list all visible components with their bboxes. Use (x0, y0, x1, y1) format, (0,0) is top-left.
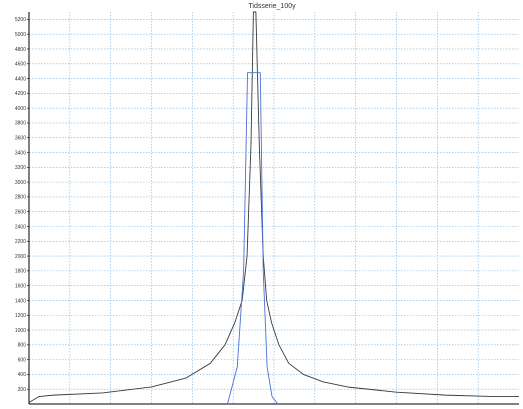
y-tick-label: 1800 (15, 269, 26, 275)
y-tick-label: 5200 (15, 17, 26, 23)
series-line-2 (227, 72, 279, 405)
grid (29, 12, 519, 404)
y-axis-ticks: 200 400 600 800 1000 1200 1400 1600 1800 2000 2200… (15, 17, 29, 393)
chart-title: Tidsserie_100y (248, 3, 296, 10)
y-tick-label: 3200 (15, 165, 26, 171)
y-tick-label: 600 (18, 357, 27, 363)
y-tick-label: 3800 (15, 121, 26, 127)
y-tick-label: 4600 (15, 62, 26, 68)
y-tick-label: 1400 (15, 298, 26, 304)
y-tick-label: 3400 (15, 150, 26, 156)
y-tick-label: 3000 (15, 180, 26, 186)
y-tick-label: 4800 (15, 47, 26, 53)
y-tick-label: 5000 (15, 32, 26, 38)
y-tick-label: 2800 (15, 195, 26, 201)
y-tick-label: 200 (18, 387, 27, 393)
series-group (28, 11, 519, 405)
y-tick-label: 2600 (15, 209, 26, 215)
y-tick-label: 2000 (15, 254, 26, 260)
y-tick-label: 4000 (15, 106, 26, 112)
y-tick-label: 800 (18, 343, 27, 349)
y-tick-label: 4200 (15, 91, 26, 97)
y-tick-label: 4400 (15, 76, 26, 82)
y-tick-label: 2200 (15, 239, 26, 245)
y-tick-label: 1600 (15, 283, 26, 289)
y-tick-label: 1000 (15, 328, 26, 334)
y-tick-label: 1200 (15, 313, 26, 319)
y-tick-label: 2400 (15, 224, 26, 230)
series-line-1 (28, 11, 519, 403)
y-tick-label: 3600 (15, 136, 26, 142)
y-tick-label: 400 (18, 372, 27, 378)
